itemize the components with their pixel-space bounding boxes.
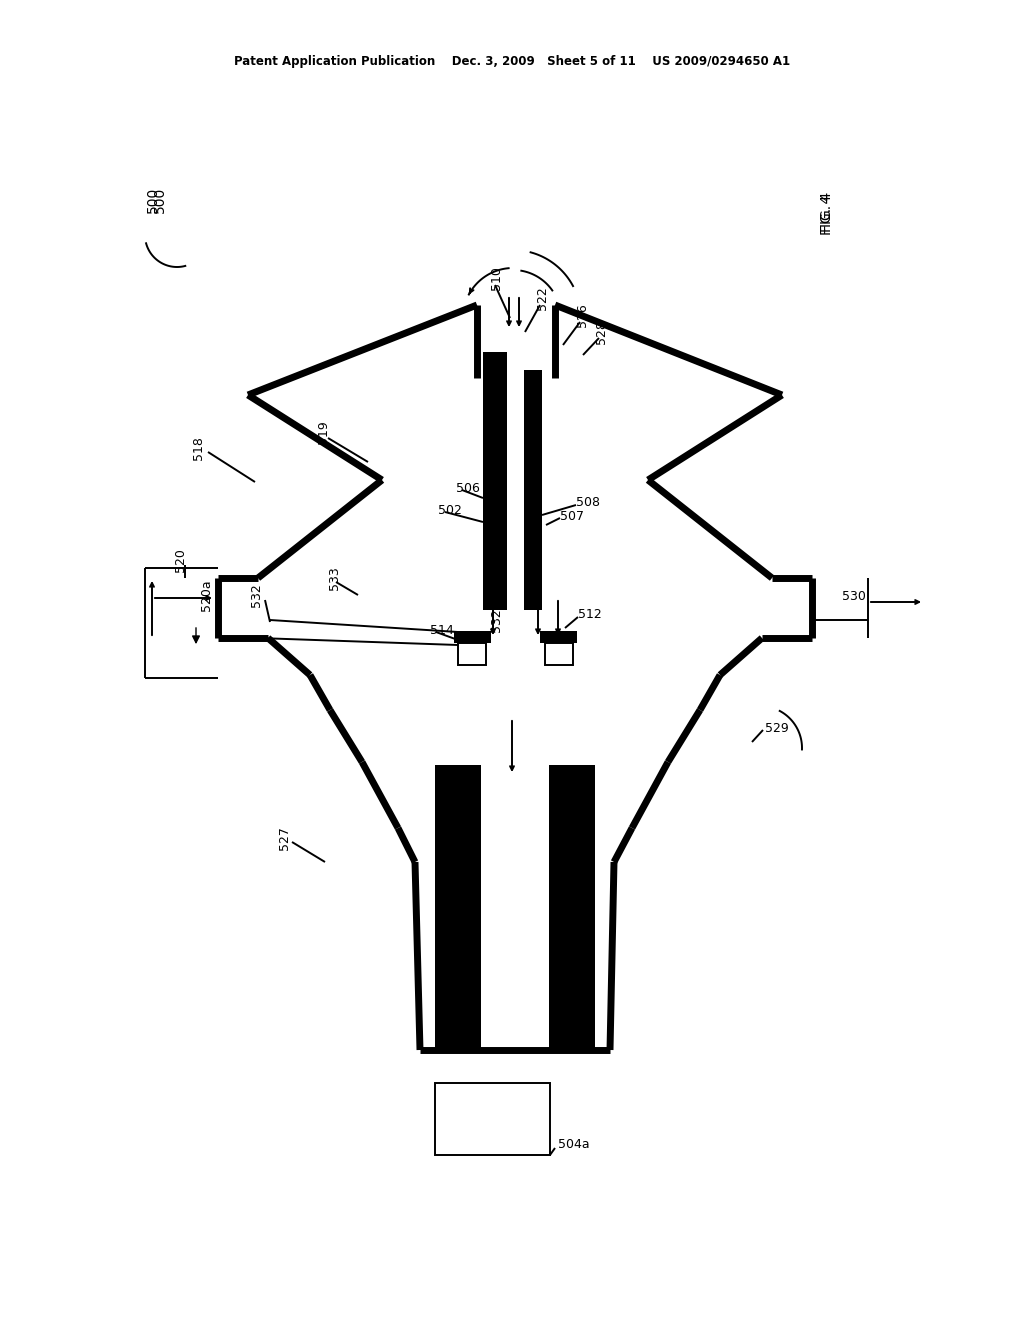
Text: Patent Application Publication    Dec. 3, 2009   Sheet 5 of 11    US 2009/029465: Patent Application Publication Dec. 3, 2…: [233, 55, 791, 69]
Text: 507: 507: [560, 510, 584, 523]
Text: FIG. 4: FIG. 4: [820, 191, 834, 232]
Text: 506: 506: [456, 482, 480, 495]
Bar: [454, 631, 490, 643]
Bar: [435, 766, 481, 1048]
Text: 528: 528: [595, 319, 608, 345]
Text: 512: 512: [578, 609, 602, 622]
Text: 520a: 520a: [200, 579, 213, 611]
Bar: [540, 631, 577, 643]
Text: 518: 518: [193, 436, 205, 459]
Text: 504a: 504a: [558, 1138, 590, 1151]
Text: 514: 514: [430, 623, 454, 636]
Text: 502: 502: [438, 503, 462, 516]
Bar: [483, 352, 507, 610]
Bar: [435, 1082, 550, 1155]
Text: 530: 530: [842, 590, 866, 602]
Text: 522: 522: [536, 286, 549, 310]
Text: 504: 504: [449, 832, 472, 845]
Text: 529: 529: [765, 722, 788, 734]
Text: 532: 532: [250, 583, 263, 607]
Bar: [524, 370, 542, 610]
Text: 508: 508: [575, 495, 600, 508]
Bar: [458, 643, 486, 665]
Text: 500: 500: [146, 187, 160, 213]
Text: 500: 500: [153, 187, 167, 213]
Text: 533: 533: [328, 566, 341, 590]
Text: 526: 526: [575, 304, 589, 327]
Text: 510: 510: [490, 267, 503, 290]
Text: 527: 527: [278, 826, 291, 850]
Text: FIG. 4: FIG. 4: [820, 195, 834, 235]
Bar: [545, 643, 573, 665]
Bar: [549, 766, 595, 1048]
Text: 532: 532: [490, 609, 503, 632]
Text: 520: 520: [174, 548, 187, 572]
Text: 519: 519: [317, 420, 330, 444]
